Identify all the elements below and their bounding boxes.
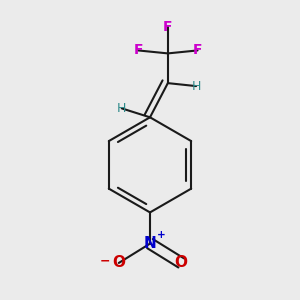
Text: O: O <box>175 255 188 270</box>
Text: +: + <box>157 230 166 240</box>
Text: H: H <box>191 80 201 93</box>
Text: H: H <box>117 102 127 115</box>
Text: O: O <box>112 255 125 270</box>
Text: N: N <box>144 236 156 251</box>
Text: F: F <box>134 44 143 57</box>
Text: F: F <box>193 44 202 57</box>
Text: −: − <box>99 254 110 267</box>
Text: F: F <box>163 20 172 34</box>
